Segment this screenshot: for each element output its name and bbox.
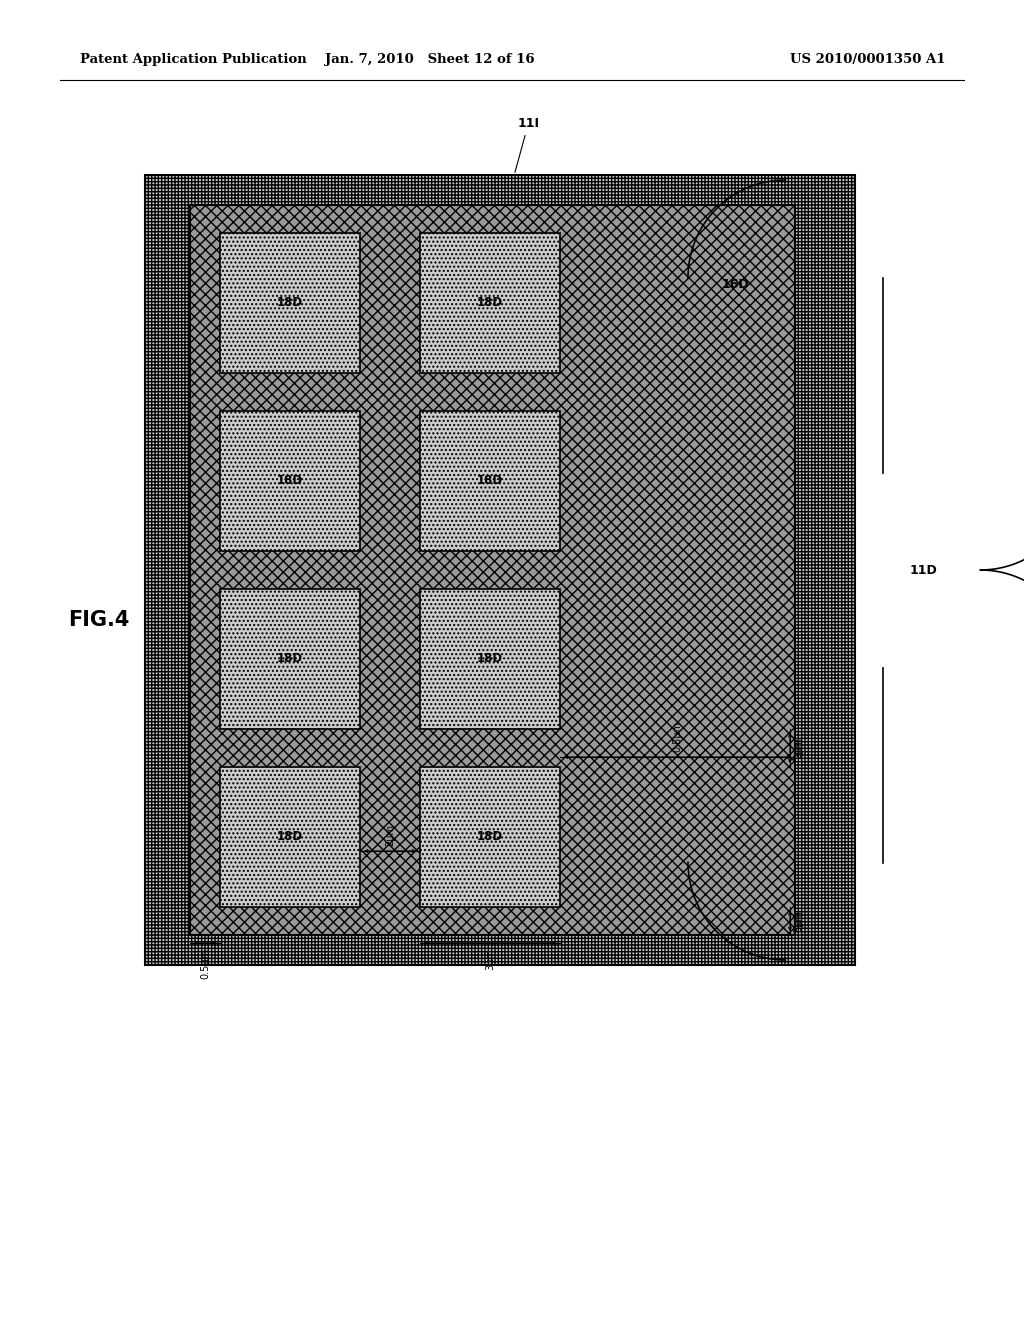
Text: 3μm: 3μm: [793, 909, 803, 932]
Bar: [145, 176, 855, 965]
Text: 0.5μm: 0.5μm: [673, 721, 683, 752]
Bar: [220, 767, 360, 907]
Text: 18D: 18D: [276, 474, 303, 487]
Bar: [420, 411, 560, 550]
Text: 2μm: 2μm: [385, 824, 395, 846]
Text: Patent Application Publication: Patent Application Publication: [80, 54, 307, 66]
Text: 11I: 11I: [515, 117, 540, 173]
Text: 3μm: 3μm: [485, 948, 495, 970]
Bar: [420, 234, 560, 374]
Text: 2μm: 2μm: [793, 737, 803, 759]
Text: 11D: 11D: [910, 564, 938, 577]
Bar: [220, 589, 360, 729]
Text: 18D: 18D: [477, 474, 503, 487]
Bar: [420, 767, 560, 907]
Text: 18D: 18D: [477, 830, 503, 843]
Text: US 2010/0001350 A1: US 2010/0001350 A1: [790, 54, 945, 66]
Text: 18D: 18D: [477, 652, 503, 665]
Text: FIG.4: FIG.4: [68, 610, 129, 630]
Text: 18D: 18D: [276, 830, 303, 843]
Text: 16D: 16D: [721, 279, 749, 292]
Text: 18D: 18D: [276, 652, 303, 665]
Bar: [190, 205, 795, 935]
Text: 0.5μm: 0.5μm: [200, 948, 210, 979]
Bar: [220, 234, 360, 374]
Text: 18D: 18D: [276, 297, 303, 309]
Text: Jan. 7, 2010   Sheet 12 of 16: Jan. 7, 2010 Sheet 12 of 16: [326, 54, 535, 66]
Bar: [420, 589, 560, 729]
Text: 18D: 18D: [477, 297, 503, 309]
Bar: [220, 411, 360, 550]
